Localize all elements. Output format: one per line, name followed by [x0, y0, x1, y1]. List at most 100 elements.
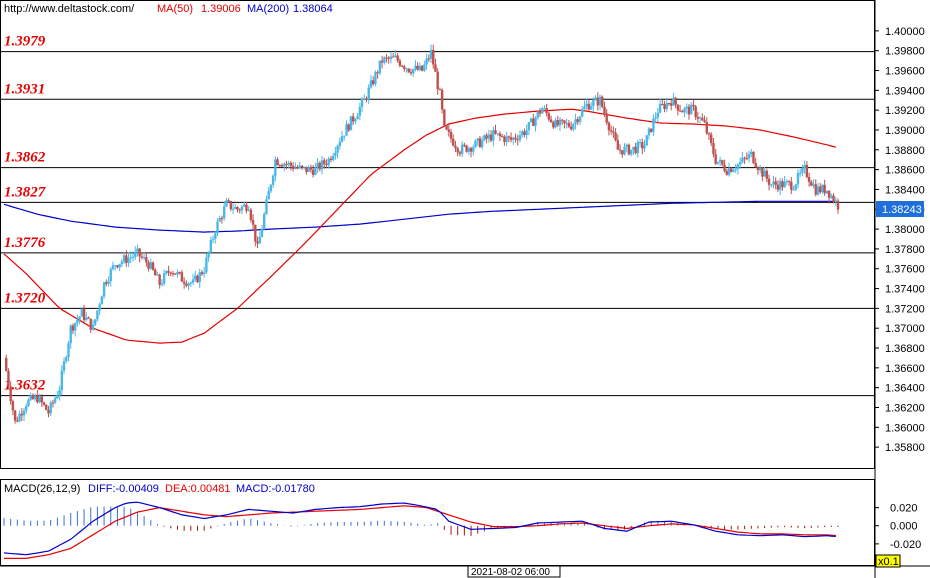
candle-body: [234, 207, 237, 209]
candle-body: [696, 117, 700, 119]
candle-body: [138, 248, 141, 257]
candle-body: [403, 66, 406, 69]
candle-body: [756, 167, 760, 171]
ma50-value: 1.39006: [201, 3, 241, 15]
price-tick-10: 1.38000: [885, 224, 925, 236]
candle-body: [385, 57, 388, 59]
candle-body: [452, 138, 455, 146]
candle-body: [345, 124, 348, 136]
candle-body: [412, 69, 415, 74]
candle-body: [407, 68, 410, 73]
candle-body: [38, 396, 41, 403]
candle-body: [500, 135, 504, 137]
candle-body: [810, 181, 813, 186]
candle-body: [641, 142, 644, 149]
candle-body: [794, 184, 797, 190]
candle-body: [291, 165, 295, 169]
candle-body: [627, 144, 631, 155]
candle-body: [311, 169, 315, 175]
candle-body: [552, 122, 555, 128]
price-tick-12: 1.37600: [885, 264, 925, 276]
site-url[interactable]: http://www.deltastock.com/: [4, 3, 135, 15]
candle-body: [790, 181, 793, 190]
candle-body: [623, 146, 626, 155]
candle-body: [687, 106, 691, 115]
candle-body: [98, 304, 101, 311]
candle-body: [189, 282, 193, 284]
candle-body: [65, 357, 68, 362]
macd-scale-badge: [875, 554, 901, 568]
candle-body: [51, 402, 55, 404]
candle-body: [396, 55, 399, 61]
candle-body: [67, 343, 70, 358]
candle-body: [761, 167, 764, 177]
candle-body: [20, 413, 23, 416]
macd-macd-value: MACD:-0.01780: [236, 483, 315, 495]
candle-body: [42, 402, 46, 405]
candle-body: [667, 103, 671, 105]
candle-body: [185, 283, 188, 286]
macd-label: MACD(26,12,9): [4, 483, 80, 495]
candle-body: [554, 120, 557, 128]
candle-body: [549, 119, 553, 123]
candle-body: [487, 134, 491, 139]
candle-body: [447, 129, 450, 132]
candle-body: [721, 160, 724, 165]
candle-body: [329, 158, 333, 161]
candle-body: [819, 186, 822, 193]
candle-body: [741, 157, 744, 163]
candle-body: [187, 283, 190, 286]
price-tick-3: 1.39400: [885, 85, 925, 97]
candle-body: [107, 281, 110, 284]
candle-body: [663, 104, 666, 110]
candle-body: [523, 131, 526, 135]
candle-body: [643, 145, 646, 149]
candle-body: [625, 144, 628, 147]
candle-body: [792, 189, 795, 191]
candle-body: [47, 410, 50, 414]
candle-body: [509, 137, 513, 140]
candle-body: [338, 141, 342, 146]
candle-body: [767, 178, 771, 185]
candle-body: [569, 126, 573, 130]
candle-body: [93, 319, 97, 325]
candle-body: [736, 164, 740, 170]
candle-body: [725, 171, 728, 175]
candle-body: [683, 108, 686, 113]
level-label-5: 1.3720: [4, 290, 46, 306]
candle-body: [13, 410, 17, 421]
macd-lines: [3, 501, 836, 559]
candle-body: [498, 133, 502, 136]
candle-body: [167, 271, 170, 273]
candle-body: [371, 80, 375, 84]
price-tick-8: 1.38400: [885, 184, 925, 196]
candle-body: [5, 357, 8, 371]
candle-body: [807, 176, 811, 182]
candle-body: [180, 272, 184, 282]
candle-body: [196, 275, 199, 283]
candle-body: [109, 269, 112, 282]
candle-body: [289, 162, 293, 166]
candle-body: [565, 123, 568, 125]
candle-body: [483, 135, 486, 141]
candle-body: [151, 262, 155, 270]
candle-body: [678, 110, 682, 112]
candle-body: [296, 167, 299, 169]
candle-body: [783, 181, 786, 188]
candle-body: [378, 60, 382, 74]
candle-body: [489, 134, 493, 141]
candle-body: [674, 97, 677, 105]
candle-body: [265, 199, 268, 215]
candle-body: [465, 145, 468, 152]
level-label-4: 1.3776: [4, 235, 46, 251]
candle-body: [496, 133, 499, 135]
candle-body: [750, 151, 753, 155]
candle-body: [303, 166, 306, 168]
candle-body: [634, 146, 637, 154]
candle-body: [114, 265, 117, 267]
candle-body: [716, 161, 720, 164]
candle-body: [676, 104, 680, 111]
price-tick-2: 1.39600: [885, 66, 925, 78]
candle-body: [16, 420, 19, 422]
candle-body: [87, 317, 90, 319]
